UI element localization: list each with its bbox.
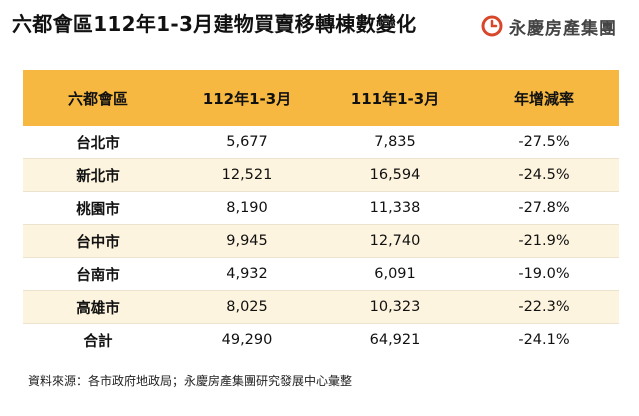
table-row: 合計 49,290 64,921 -24.1%: [23, 323, 619, 356]
column-header-region: 六都會區: [23, 70, 173, 126]
value-2022-cell: 6,091: [321, 257, 469, 291]
yoy-change-cell: -19.0%: [469, 257, 619, 291]
yoy-change-cell: -27.8%: [469, 191, 619, 225]
region-cell: 台中市: [23, 224, 173, 258]
column-header-2023: 112年1-3月: [173, 70, 321, 126]
region-cell: 合計: [23, 323, 173, 356]
table-row: 台南市 4,932 6,091 -19.0%: [23, 257, 619, 291]
source-note: 資料來源：各市政府地政局；永慶房產集團研究發展中心彙整: [28, 374, 353, 388]
yoy-change-cell: -24.1%: [469, 323, 619, 356]
value-2022-cell: 16,594: [321, 158, 469, 192]
table-row: 桃園市 8,190 11,338 -27.8%: [23, 191, 619, 225]
brand-name: 永慶房產集團: [509, 18, 617, 39]
value-2023-cell: 9,945: [173, 224, 321, 258]
yoy-change-cell: -21.9%: [469, 224, 619, 258]
page-title: 六都會區112年1-3月建物買賣移轉棟數變化: [12, 12, 417, 36]
value-2023-cell: 4,932: [173, 257, 321, 291]
region-cell: 台南市: [23, 257, 173, 291]
region-cell: 台北市: [23, 126, 173, 159]
value-2022-cell: 12,740: [321, 224, 469, 258]
column-header-yoy: 年增減率: [469, 70, 619, 126]
value-2022-cell: 10,323: [321, 290, 469, 324]
value-2023-cell: 49,290: [173, 323, 321, 356]
value-2023-cell: 5,677: [173, 126, 321, 159]
table-row: 高雄市 8,025 10,323 -22.3%: [23, 290, 619, 324]
yoy-change-cell: -22.3%: [469, 290, 619, 324]
yoy-change-cell: -27.5%: [469, 126, 619, 159]
table-body: 台北市 5,677 7,835 -27.5% 新北市 12,521 16,594 -24.5%…: [23, 126, 619, 356]
column-header-2022: 111年1-3月: [321, 70, 469, 126]
data-table: 六都會區 112年1-3月 111年1-3月 年增減率 台北市 5,677 7,83…: [23, 70, 619, 356]
table-header-row: 六都會區 112年1-3月 111年1-3月 年增減率: [23, 70, 619, 126]
table-row: 台中市 9,945 12,740 -21.9%: [23, 224, 619, 258]
region-cell: 新北市: [23, 158, 173, 192]
value-2022-cell: 64,921: [321, 323, 469, 356]
region-cell: 高雄市: [23, 290, 173, 324]
value-2023-cell: 8,190: [173, 191, 321, 225]
yoy-change-cell: -24.5%: [469, 158, 619, 192]
value-2023-cell: 8,025: [173, 290, 321, 324]
brand-logo: 永慶房產集團: [481, 12, 617, 40]
value-2023-cell: 12,521: [173, 158, 321, 192]
table-row: 台北市 5,677 7,835 -27.5%: [23, 126, 619, 159]
table-row: 新北市 12,521 16,594 -24.5%: [23, 158, 619, 192]
region-cell: 桃園市: [23, 191, 173, 225]
yungching-logo-icon: [481, 15, 503, 37]
value-2022-cell: 11,338: [321, 191, 469, 225]
value-2022-cell: 7,835: [321, 126, 469, 159]
